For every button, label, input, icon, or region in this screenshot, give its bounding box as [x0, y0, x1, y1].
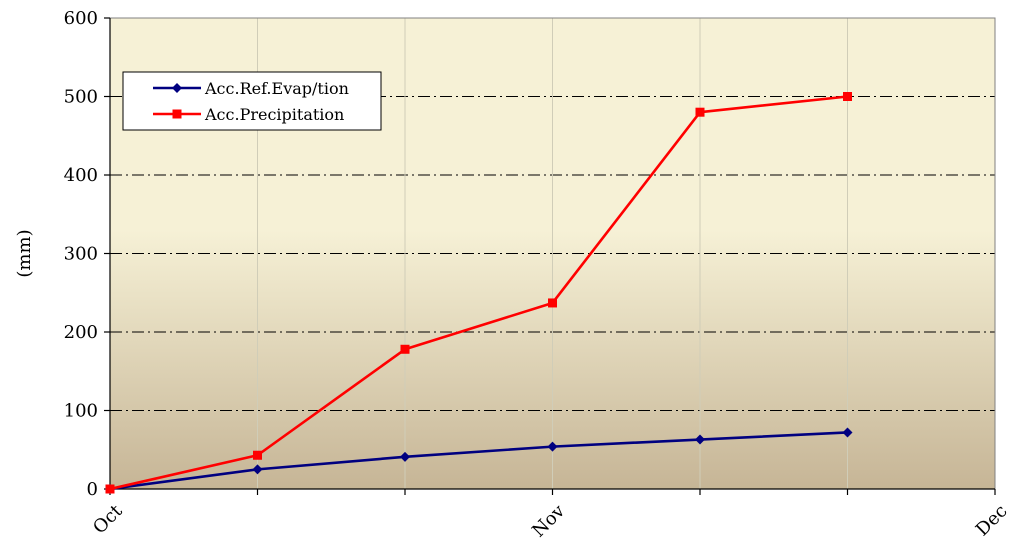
x-tick-labels: Oct Nov Dec: [89, 500, 1011, 541]
legend-item: Acc.Precipitation: [153, 105, 344, 124]
series-precipitation: [105, 92, 852, 494]
data-point: [400, 344, 410, 354]
y-tick-label: 100: [64, 401, 98, 422]
y-tick-label: 300: [64, 244, 98, 265]
legend-item: Acc.Ref.Evap/tion: [153, 79, 349, 98]
data-point: [842, 427, 853, 438]
series-line: [109, 95, 848, 491]
data-point: [105, 484, 115, 494]
data-point: [400, 451, 410, 462]
legend-label: Acc.Ref.Evap/tion: [204, 79, 349, 98]
data-point: [548, 298, 557, 308]
x-tick-label: Dec: [972, 501, 1011, 541]
data-point: [547, 441, 558, 452]
legend-box: [122, 71, 382, 131]
legend-label: Acc.Precipitation: [204, 105, 344, 124]
y-tick-labels: 0 100 200 300 400 500 600: [64, 8, 98, 500]
x-tick-label: Nov: [528, 500, 569, 541]
data-point: [695, 434, 705, 445]
series-line: [109, 431, 848, 491]
y-tick-label: 0: [87, 479, 98, 500]
y-tick-label: 500: [64, 87, 98, 108]
y-tick-label: 600: [64, 8, 98, 29]
legend: Acc.Ref.Evap/tion Acc.Precipitation: [122, 71, 382, 131]
data-point: [843, 92, 852, 101]
y-tick-label: 200: [64, 322, 98, 343]
data-point: [253, 450, 262, 460]
y-axis-label: (mm): [14, 229, 35, 277]
legend-swatch-marker: [172, 83, 182, 93]
series: [105, 92, 853, 494]
data-point: [695, 107, 705, 117]
legend-swatch-marker: [172, 109, 182, 119]
y-tick-label: 400: [64, 165, 98, 186]
x-tick-label: Oct: [89, 500, 127, 538]
data-point: [252, 464, 263, 475]
